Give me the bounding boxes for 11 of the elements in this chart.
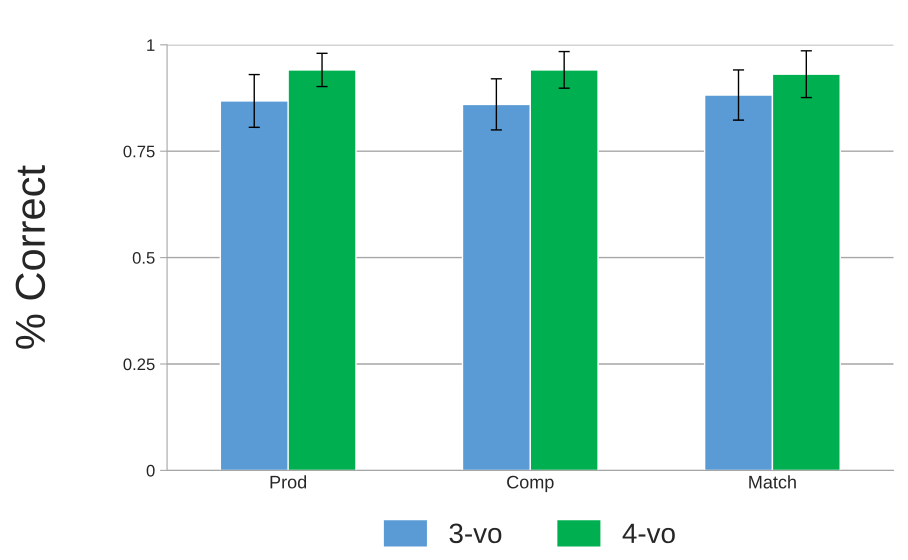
y-tick-label: 0.5: [132, 252, 155, 264]
y-tick-label: 0: [146, 464, 155, 477]
legend-label: 3-vo: [450, 523, 502, 544]
x-tick-label: Match: [749, 475, 796, 489]
y-tick-label: 0.25: [123, 358, 155, 370]
legend-label: 4-vo: [622, 524, 675, 544]
y-tick-label: 1: [147, 39, 154, 51]
y-axis-title: % Correct: [16, 165, 46, 349]
x-tick-label: Prod: [270, 475, 306, 489]
x-tick-label: Comp: [507, 476, 554, 492]
y-tick-label: 0.75: [123, 146, 155, 158]
